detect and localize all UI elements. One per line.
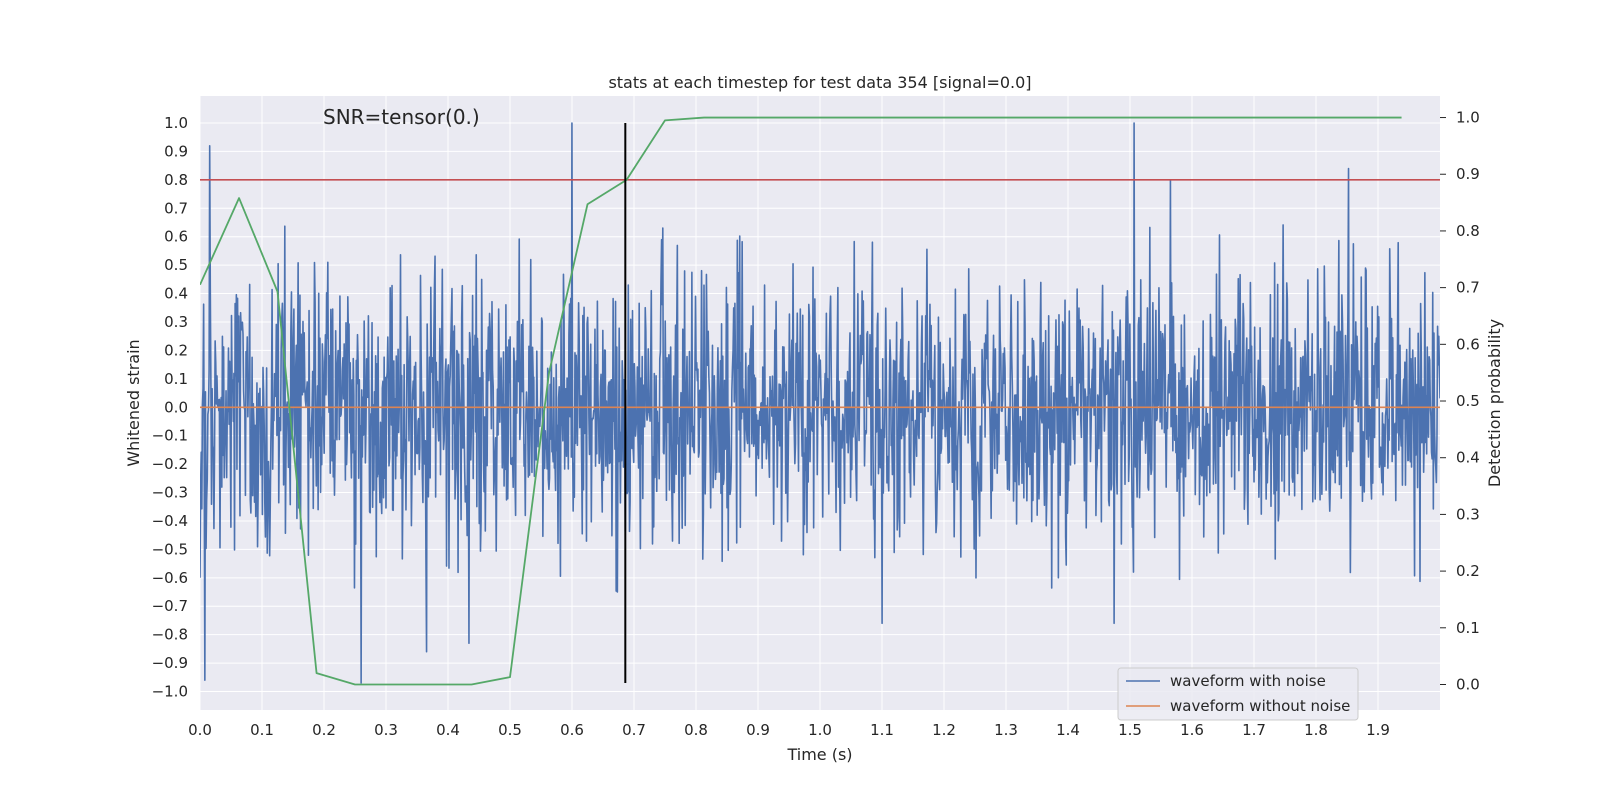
y-tick-label: −1.0 bbox=[152, 683, 188, 701]
x-tick-label: 1.9 bbox=[1366, 721, 1390, 739]
plot-series bbox=[200, 116, 1440, 686]
y-axis-label: Whitened strain bbox=[124, 339, 143, 466]
x-tick-label: 1.7 bbox=[1242, 721, 1266, 739]
y-axis-ticks: −1.0 −0.9 −0.8 −0.7 −0.6 −0.5 −0.4 −0.3 −0.2 −0.1… bbox=[152, 114, 188, 701]
y-tick-label: 0.4 bbox=[164, 285, 188, 303]
y-tick-label: 0.2 bbox=[164, 341, 188, 359]
x-tick-label: 0.7 bbox=[622, 721, 646, 739]
y2-tick-label: 0.5 bbox=[1456, 392, 1480, 410]
y-tick-label: 0.3 bbox=[164, 313, 188, 331]
y-tick-label: 0.5 bbox=[164, 256, 188, 274]
legend-label-noisy: waveform with noise bbox=[1170, 672, 1326, 690]
y2-tick-label: 0.7 bbox=[1456, 279, 1480, 297]
waveform-with-noise-line bbox=[200, 122, 1440, 684]
y2-tick-label: 0.6 bbox=[1456, 335, 1480, 353]
y-tick-label: 0.8 bbox=[164, 171, 188, 189]
y2-tick-label: 0.0 bbox=[1456, 675, 1480, 693]
legend-box bbox=[1117, 667, 1359, 721]
y2-tick-label: 0.4 bbox=[1456, 449, 1480, 467]
x-tick-label: 1.1 bbox=[870, 721, 894, 739]
x-tick-label: 0.5 bbox=[498, 721, 522, 739]
y-tick-label: −0.3 bbox=[152, 484, 188, 502]
chart-title: stats at each timestep for test data 354… bbox=[608, 73, 1031, 92]
y2-tick-label: 0.2 bbox=[1456, 562, 1480, 580]
y2-tick-label: 0.1 bbox=[1456, 619, 1480, 637]
legend-label-clean: waveform without noise bbox=[1170, 697, 1350, 715]
y-tick-label: 0.0 bbox=[164, 398, 188, 416]
y-tick-label: −0.4 bbox=[152, 512, 188, 530]
y-tick-label: −0.7 bbox=[152, 597, 188, 615]
x-tick-label: 0.1 bbox=[250, 721, 274, 739]
legend: waveform with noise waveform without noi… bbox=[1117, 667, 1359, 721]
y-tick-label: 0.9 bbox=[164, 142, 188, 160]
x-tick-label: 1.3 bbox=[994, 721, 1018, 739]
y-tick-label: −0.6 bbox=[152, 569, 188, 587]
y2-tick-label: 0.8 bbox=[1456, 222, 1480, 240]
y-tick-label: −0.5 bbox=[152, 540, 188, 558]
x-tick-label: 1.8 bbox=[1304, 721, 1328, 739]
x-tick-label: 0.6 bbox=[560, 721, 584, 739]
y-tick-label: 1.0 bbox=[164, 114, 188, 132]
y2-axis-ticks: 0.0 0.1 0.2 0.3 0.4 0.5 0.6 0.7 0.8 0.9 1.0 bbox=[1440, 109, 1480, 693]
x-tick-label: 0.9 bbox=[746, 721, 770, 739]
x-tick-label: 0.2 bbox=[312, 721, 336, 739]
y-tick-label: 0.7 bbox=[164, 199, 188, 217]
x-tick-label: 0.8 bbox=[684, 721, 708, 739]
y-tick-label: −0.2 bbox=[152, 455, 188, 473]
x-axis-label: Time (s) bbox=[786, 745, 852, 764]
y2-tick-label: 1.0 bbox=[1456, 109, 1480, 127]
y-tick-label: 0.6 bbox=[164, 228, 188, 246]
y-tick-label: −0.1 bbox=[152, 427, 188, 445]
x-tick-label: 0.4 bbox=[436, 721, 460, 739]
detection-probability-line bbox=[200, 116, 1402, 686]
y-tick-label: −0.8 bbox=[152, 626, 188, 644]
x-tick-label: 1.4 bbox=[1056, 721, 1080, 739]
x-tick-label: 0.0 bbox=[188, 721, 212, 739]
x-axis-ticks: 0.0 0.1 0.2 0.3 0.4 0.5 0.6 0.7 0.8 0.9 1.0 1.1 1.2 1… bbox=[188, 721, 1390, 739]
x-tick-label: 1.2 bbox=[932, 721, 956, 739]
x-tick-label: 1.0 bbox=[808, 721, 832, 739]
snr-annotation: SNR=tensor(0.) bbox=[323, 105, 480, 129]
x-tick-label: 0.3 bbox=[374, 721, 398, 739]
y2-tick-label: 0.3 bbox=[1456, 505, 1480, 523]
y-tick-label: −0.9 bbox=[152, 654, 188, 672]
x-tick-label: 1.6 bbox=[1180, 721, 1204, 739]
y2-axis-label: Detection probability bbox=[1485, 319, 1504, 487]
y-tick-label: 0.1 bbox=[164, 370, 188, 388]
x-tick-label: 1.5 bbox=[1118, 721, 1142, 739]
y2-tick-label: 0.9 bbox=[1456, 165, 1480, 183]
